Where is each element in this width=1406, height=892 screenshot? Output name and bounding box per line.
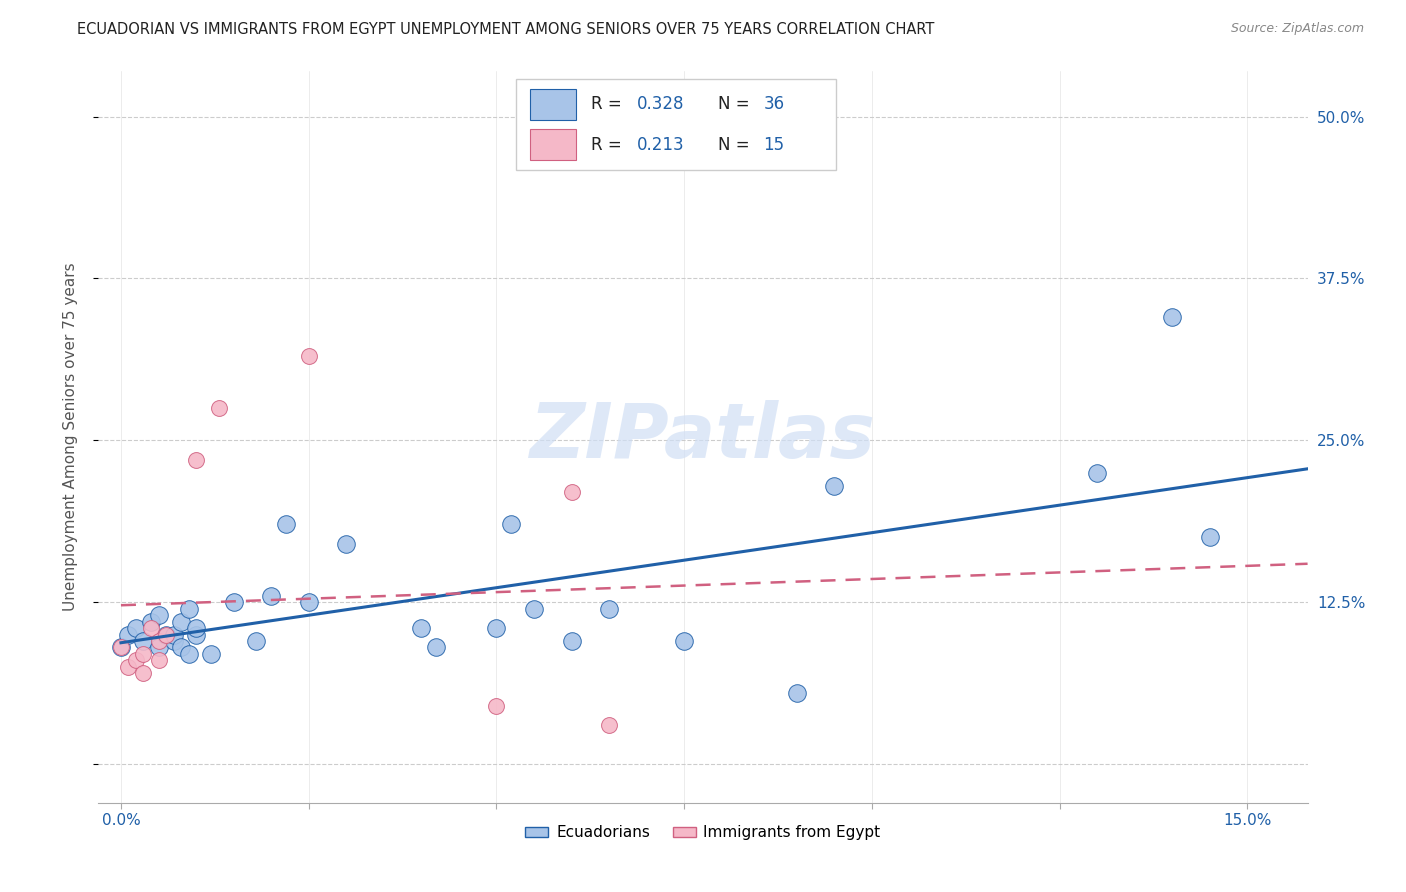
Point bbox=[276, 517, 298, 532]
Text: ECUADORIAN VS IMMIGRANTS FROM EGYPT UNEMPLOYMENT AMONG SENIORS OVER 75 YEARS COR: ECUADORIAN VS IMMIGRANTS FROM EGYPT UNEM… bbox=[77, 22, 935, 37]
Point bbox=[523, 601, 546, 615]
Text: R =: R = bbox=[591, 136, 627, 153]
Point bbox=[148, 608, 170, 623]
Text: N =: N = bbox=[717, 136, 755, 153]
Point bbox=[162, 634, 184, 648]
Text: 15: 15 bbox=[763, 136, 785, 153]
Point bbox=[561, 634, 583, 648]
Point bbox=[207, 401, 229, 415]
Point bbox=[485, 698, 508, 713]
Point bbox=[148, 653, 170, 667]
Point bbox=[177, 601, 200, 615]
Point bbox=[298, 595, 321, 609]
Point bbox=[184, 627, 207, 641]
Point bbox=[245, 634, 267, 648]
Point bbox=[139, 615, 162, 629]
Point bbox=[485, 621, 508, 635]
Text: R =: R = bbox=[591, 95, 627, 113]
Point bbox=[561, 485, 583, 500]
Point bbox=[184, 621, 207, 635]
Point bbox=[148, 634, 170, 648]
Point bbox=[110, 640, 132, 655]
Point bbox=[148, 640, 170, 655]
Point bbox=[222, 595, 245, 609]
Point bbox=[132, 647, 155, 661]
Point bbox=[501, 517, 523, 532]
Y-axis label: Unemployment Among Seniors over 75 years: Unemployment Among Seniors over 75 years bbox=[63, 263, 77, 611]
Point bbox=[673, 634, 696, 648]
Point bbox=[425, 640, 447, 655]
Point bbox=[598, 718, 620, 732]
Point bbox=[110, 640, 132, 655]
Text: 0.328: 0.328 bbox=[637, 95, 683, 113]
Point bbox=[200, 647, 222, 661]
Point bbox=[117, 627, 139, 641]
Point bbox=[125, 621, 148, 635]
Text: N =: N = bbox=[717, 95, 755, 113]
Point bbox=[125, 653, 148, 667]
FancyBboxPatch shape bbox=[530, 89, 576, 120]
Point bbox=[298, 349, 321, 363]
Point bbox=[170, 615, 193, 629]
Point bbox=[155, 627, 177, 641]
Point bbox=[1085, 466, 1108, 480]
FancyBboxPatch shape bbox=[530, 129, 576, 160]
Point bbox=[162, 627, 184, 641]
Point bbox=[117, 660, 139, 674]
Point bbox=[139, 621, 162, 635]
Point bbox=[170, 640, 193, 655]
Point bbox=[184, 452, 207, 467]
Point bbox=[177, 647, 200, 661]
Point bbox=[823, 478, 845, 492]
Point bbox=[411, 621, 433, 635]
Point bbox=[335, 537, 357, 551]
Point bbox=[155, 627, 177, 641]
Point bbox=[786, 686, 808, 700]
Point bbox=[260, 589, 283, 603]
Text: 36: 36 bbox=[763, 95, 785, 113]
Text: Source: ZipAtlas.com: Source: ZipAtlas.com bbox=[1230, 22, 1364, 36]
Point bbox=[132, 666, 155, 681]
Point bbox=[1199, 530, 1222, 544]
Point bbox=[598, 601, 620, 615]
Point bbox=[132, 634, 155, 648]
Text: ZIPatlas: ZIPatlas bbox=[530, 401, 876, 474]
FancyBboxPatch shape bbox=[516, 78, 837, 170]
Point bbox=[1161, 310, 1184, 325]
Legend: Ecuadorians, Immigrants from Egypt: Ecuadorians, Immigrants from Egypt bbox=[519, 819, 887, 847]
Text: 0.213: 0.213 bbox=[637, 136, 685, 153]
